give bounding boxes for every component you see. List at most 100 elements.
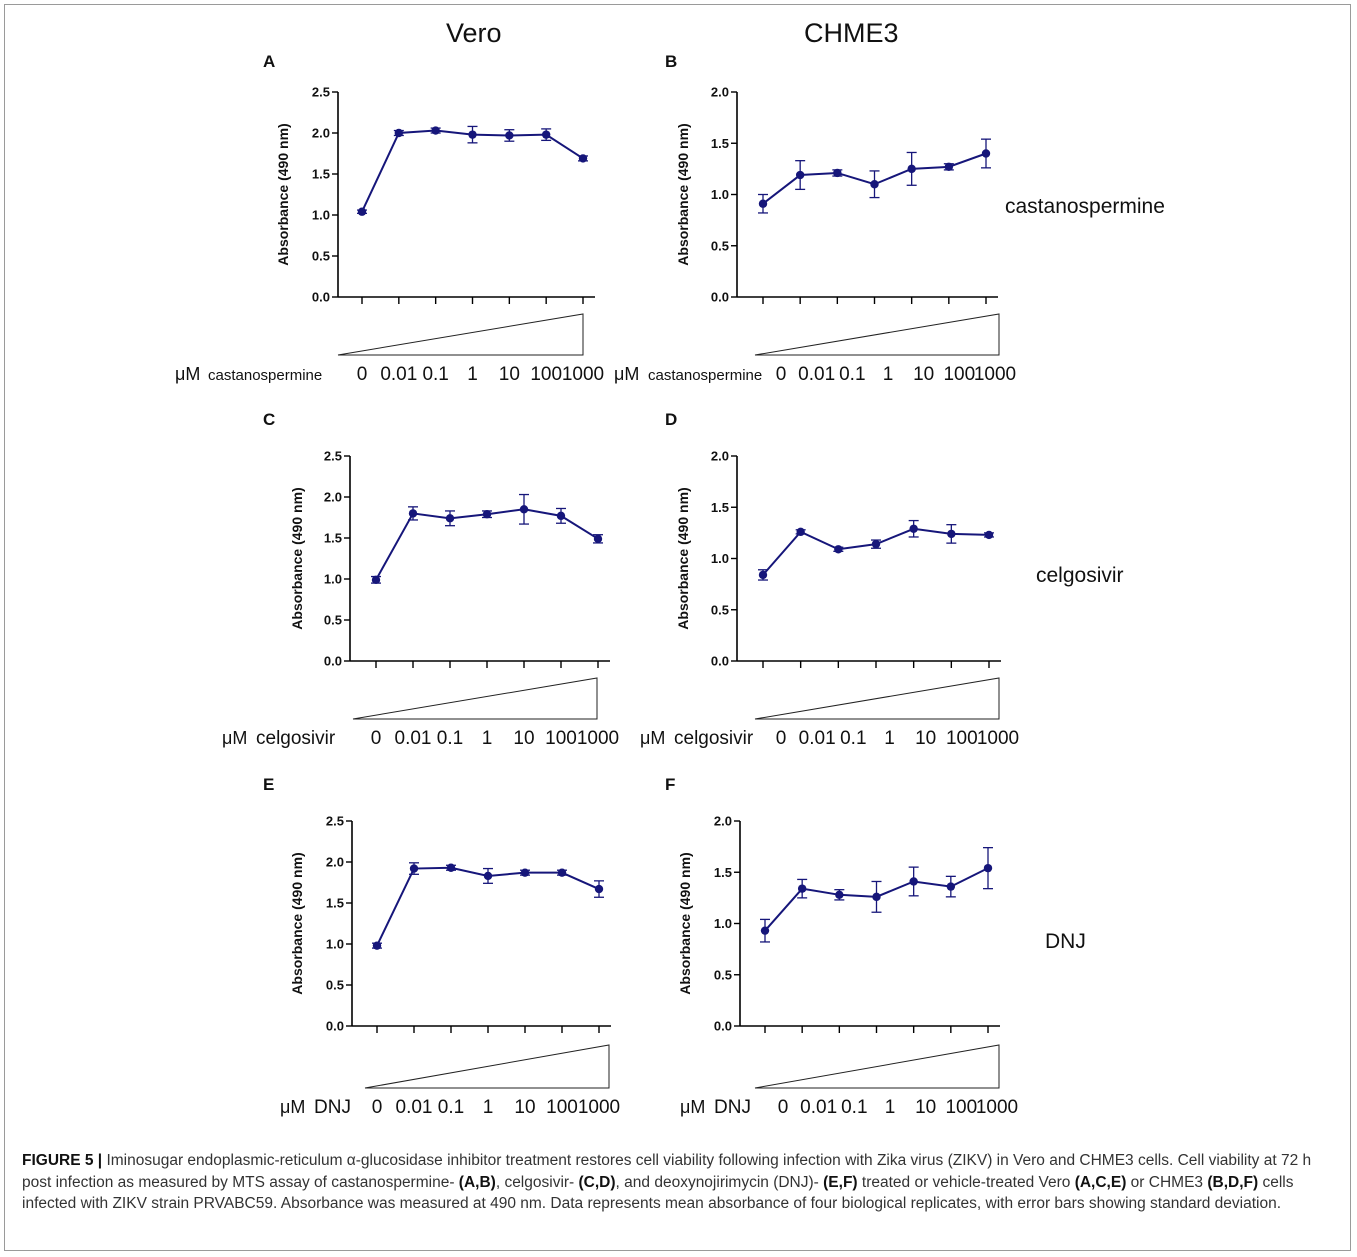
x-tick-label: 0.1 [841, 1097, 867, 1118]
x-tick-label: 0.01 [798, 364, 835, 385]
data-point [872, 892, 881, 902]
x-tick-label: 0.01 [380, 364, 417, 385]
y-axis-label: Absorbance (490 nm) [677, 852, 693, 994]
caption-lead: FIGURE 5 | [22, 1152, 103, 1169]
x-tick-label: 0.1 [422, 364, 448, 385]
x-axis-drug: celgosivir [674, 728, 754, 749]
x-axis-unit: μM [640, 728, 665, 748]
x-tick-label: 0 [778, 1097, 789, 1118]
data-point [357, 207, 367, 216]
data-point [907, 164, 916, 174]
y-tick-label: 0.5 [326, 978, 344, 993]
y-tick-label: 0.5 [714, 967, 732, 982]
data-point [797, 884, 807, 893]
chart-panel-a: 0.0 0.5 1.0 1.5 2.0 2.5 Absorbance (490 nm) μM c… [175, 85, 604, 386]
x-tick-label: 100 [945, 1097, 977, 1118]
column-title-vero: Vero [446, 18, 502, 48]
caption-text: or CHME3 [1126, 1173, 1208, 1191]
y-tick-label: 2.0 [312, 126, 330, 141]
data-point [593, 534, 603, 544]
data-point [519, 505, 529, 514]
data-point [431, 126, 440, 135]
concentration-wedge [754, 313, 1000, 356]
data-point [946, 882, 956, 891]
y-tick-label: 2.0 [714, 814, 732, 829]
y-tick-label: 0.0 [324, 654, 342, 669]
data-point [394, 128, 404, 138]
data-point [483, 871, 493, 881]
panel-letter-d: D [665, 410, 678, 429]
caption-panel-ref: (B,D,F) [1207, 1173, 1259, 1191]
x-axis-drug: castanospermine [208, 367, 322, 384]
data-point [833, 168, 842, 178]
x-tick-label: 0.1 [839, 364, 865, 385]
data-point [505, 131, 514, 140]
x-tick-label: 1000 [974, 364, 1016, 385]
data-point [578, 154, 588, 163]
data-point [371, 575, 381, 585]
x-axis-drug: celgosivir [256, 728, 336, 749]
data-point [557, 868, 567, 877]
concentration-wedge [754, 677, 1000, 720]
data-point [446, 863, 456, 872]
concentration-wedge [337, 313, 584, 356]
data-point [944, 162, 954, 172]
data-point [520, 868, 530, 877]
x-tick-label: 0 [776, 364, 787, 385]
concentration-wedge [754, 1044, 1000, 1089]
y-tick-label: 2.5 [326, 814, 344, 829]
x-tick-label: 0.1 [437, 728, 463, 749]
panel-letter-b: B [665, 52, 678, 71]
y-tick-label: 1.5 [324, 531, 342, 546]
x-tick-label: 1 [884, 728, 895, 749]
data-point [594, 884, 604, 894]
y-tick-label: 1.0 [312, 208, 330, 223]
x-tick-label: 0 [357, 364, 368, 385]
y-tick-label: 1.5 [312, 167, 330, 182]
data-point [468, 130, 477, 139]
x-axis-unit: μM [222, 728, 247, 748]
data-point [983, 863, 993, 873]
y-tick-label: 0.0 [326, 1019, 344, 1034]
panel-letter-c: C [263, 410, 276, 429]
chart-panel-c: 0.0 0.5 1.0 1.5 2.0 2.5 Absorbance (490 nm) μM c… [222, 449, 619, 750]
x-tick-label: 10 [915, 728, 936, 749]
data-point [909, 524, 918, 533]
y-tick-label: 0.5 [711, 602, 729, 617]
column-title-chme3: CHME3 [804, 18, 899, 48]
x-tick-label: 0.01 [396, 1097, 433, 1118]
data-point [870, 180, 879, 189]
x-tick-label: 10 [499, 364, 520, 385]
x-tick-label: 0.01 [799, 728, 836, 749]
y-tick-label: 0.0 [312, 290, 330, 305]
x-axis-drug: castanospermine [648, 367, 762, 384]
x-tick-label: 10 [915, 1097, 936, 1118]
panel-letter-e: E [263, 775, 275, 794]
x-axis-drug: DNJ [714, 1097, 751, 1118]
x-tick-label: 100 [530, 364, 562, 385]
x-tick-label: 0.1 [840, 728, 866, 749]
row-label-dnj: DNJ [1045, 930, 1086, 953]
x-tick-label: 0 [371, 728, 382, 749]
data-point [541, 130, 551, 139]
y-axis-label: Absorbance (490 nm) [289, 852, 305, 994]
x-tick-label: 10 [514, 1097, 535, 1118]
row-label-castanospermine: castanospermine [1005, 195, 1165, 218]
y-tick-label: 1.5 [711, 500, 729, 515]
chart-panel-b: 0.0 0.5 1.0 1.5 2.0 Absorbance (490 nm) μM cast… [614, 85, 1016, 386]
data-point [482, 510, 492, 519]
chart-panel-e: 0.0 0.5 1.0 1.5 2.0 2.5 Absorbance (490 nm) μM D… [280, 814, 620, 1119]
data-point [947, 529, 956, 539]
y-tick-label: 0.5 [312, 249, 330, 264]
x-tick-label: 1 [467, 364, 478, 385]
data-point [835, 890, 844, 899]
caption-panel-ref: (A,B) [458, 1173, 496, 1191]
panel-letter-f: F [665, 775, 676, 794]
x-tick-label: 100 [545, 728, 577, 749]
x-tick-label: 0.01 [395, 728, 432, 749]
x-tick-label: 1 [482, 728, 493, 749]
caption-body: Iminosugar endoplasmic-reticulum α-gluco… [22, 1152, 1311, 1212]
y-axis-label: Absorbance (490 nm) [289, 487, 305, 629]
data-point [445, 514, 455, 523]
chart-panel-d: 0.0 0.5 1.0 1.5 2.0 Absorbance (490 nm) μM celg… [640, 449, 1019, 750]
